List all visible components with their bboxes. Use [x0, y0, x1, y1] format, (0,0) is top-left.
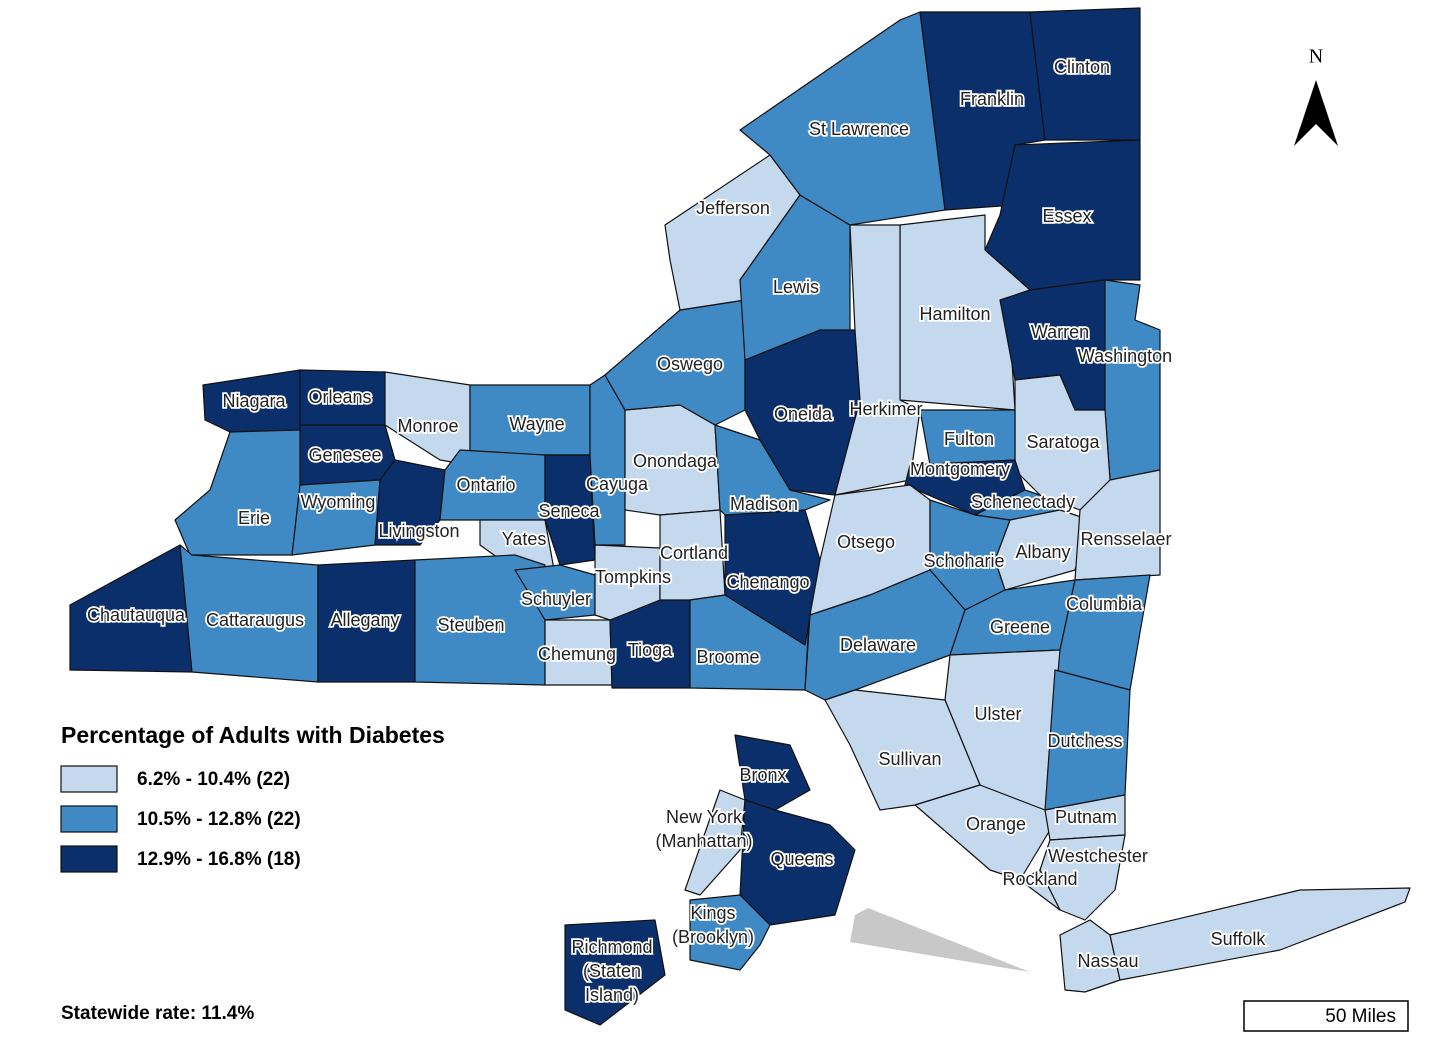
- county-label: Seneca: [538, 501, 600, 521]
- county-label: Cayuga: [586, 474, 649, 494]
- county-label: Niagara: [222, 391, 286, 411]
- county-label: Putnam: [1055, 807, 1117, 827]
- county-label: Nassau: [1077, 951, 1138, 971]
- legend-swatch: [60, 765, 118, 793]
- county-label: Erie: [238, 508, 270, 528]
- county-label: Island): [585, 985, 639, 1005]
- county-label: Tioga: [628, 640, 673, 660]
- legend-label: 12.9% - 16.8% (18): [137, 849, 301, 870]
- county-label: Otsego: [837, 532, 895, 552]
- county: [734, 734, 811, 811]
- county-label: Clinton: [1054, 57, 1110, 77]
- north-label: N: [1309, 46, 1323, 68]
- county: [1104, 279, 1161, 481]
- county-label: Lewis: [773, 277, 819, 297]
- county: [544, 454, 596, 566]
- county-label: Sullivan: [878, 749, 941, 769]
- county-label: Schenectady: [971, 492, 1075, 512]
- legend-swatch: [60, 805, 118, 833]
- county-label: Bronx: [739, 765, 786, 785]
- county-label: Westchester: [1048, 846, 1148, 866]
- county-label: Steuben: [437, 615, 504, 635]
- county-label: Rockland: [1002, 869, 1077, 889]
- inset-callout: [850, 908, 1030, 972]
- county-label: St Lawrence: [809, 119, 909, 139]
- county-label: Oswego: [657, 354, 723, 374]
- county-label: Delaware: [840, 635, 916, 655]
- county-label: Wyoming: [301, 492, 376, 512]
- county-label: (Manhattan): [655, 831, 752, 851]
- county-label: Oneida: [774, 404, 833, 424]
- county-label: Schuyler: [521, 589, 591, 609]
- county-label: Hamilton: [919, 304, 990, 324]
- county-label: Rensselaer: [1080, 529, 1171, 549]
- county-label: Orleans: [308, 387, 371, 407]
- legend-label: 6.2% - 10.4% (22): [137, 769, 290, 790]
- county-label: Columbia: [1066, 594, 1143, 614]
- county-label: Dutchess: [1047, 731, 1122, 751]
- county-label: Essex: [1042, 206, 1091, 226]
- county-label: Orange: [966, 814, 1026, 834]
- county-label: Montgomery: [910, 459, 1010, 479]
- legend-label: 10.5% - 12.8% (22): [137, 809, 301, 830]
- county-label: Warren: [1031, 322, 1089, 342]
- county-label: Onondaga: [633, 451, 718, 471]
- scale-bar: [1243, 1000, 1409, 1032]
- county-label: Chautauqua: [87, 605, 186, 625]
- county-label: Cortland: [660, 543, 728, 563]
- legend-swatch: [60, 845, 118, 873]
- county-label: Albany: [1015, 542, 1070, 562]
- county-label: Ontario: [456, 475, 515, 495]
- county-label: Allegany: [330, 610, 399, 630]
- county-label: Greene: [990, 617, 1050, 637]
- county-labels: Niagara Orleans Monroe Wayne Genesee Erie Wyom…: [85, 55, 1268, 1007]
- county-label: Wayne: [509, 414, 564, 434]
- county-label: Richmond: [571, 937, 652, 957]
- statewide-rate: Statewide rate: 11.4%: [61, 1003, 254, 1024]
- county-label: Madison: [730, 494, 798, 514]
- counties: [69, 7, 1411, 1026]
- county-label: Washington: [1078, 346, 1172, 366]
- county: [564, 919, 666, 1026]
- county-label: Saratoga: [1026, 432, 1100, 452]
- county-label: (Staten: [583, 961, 641, 981]
- county: [1074, 469, 1161, 581]
- legend: 6.2% - 10.4% (22) 10.5% - 12.8% (22) 12.9%…: [60, 765, 301, 873]
- county-label: Chemung: [538, 644, 616, 664]
- county: [174, 429, 301, 556]
- county: [689, 894, 771, 971]
- north-arrow: [1294, 80, 1338, 146]
- county-label: New York: [666, 807, 743, 827]
- county-label: Tompkins: [595, 567, 671, 587]
- county-label: Cattaraugus: [206, 610, 304, 630]
- county-label: Broome: [696, 647, 759, 667]
- county-label: (Brooklyn): [672, 927, 754, 947]
- county-label: Queens: [770, 849, 833, 869]
- county-label: Chenango: [726, 572, 809, 592]
- county-label: Schoharie: [923, 551, 1004, 571]
- county-label: Jefferson: [696, 198, 770, 218]
- county-label: Franklin: [960, 89, 1024, 109]
- scale-label: 50 Miles: [1325, 1006, 1396, 1027]
- county-label: Monroe: [397, 416, 458, 436]
- county-label: Herkimer: [849, 399, 922, 419]
- county: [739, 11, 946, 226]
- county-label: Yates: [502, 529, 547, 549]
- county-label: Livingston: [378, 521, 459, 541]
- county-label: Ulster: [974, 704, 1021, 724]
- legend-title: Percentage of Adults with Diabetes: [61, 722, 445, 748]
- county: [1109, 887, 1411, 981]
- county-label: Fulton: [944, 429, 994, 449]
- county: [684, 789, 746, 896]
- county: [1019, 869, 1061, 911]
- county-label: Kings: [690, 903, 735, 923]
- county-label: Suffolk: [1211, 929, 1267, 949]
- county-label: Genesee: [308, 445, 381, 465]
